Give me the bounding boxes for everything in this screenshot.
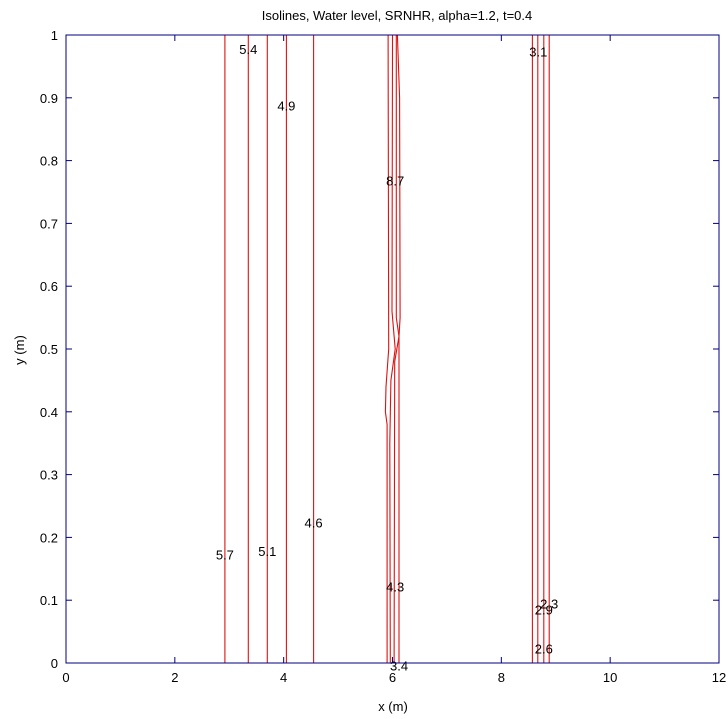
contour-label: 2.3 <box>540 596 558 611</box>
x-tick-label: 10 <box>603 670 617 685</box>
chart-title: Isolines, Water level, SRNHR, alpha=1.2,… <box>262 8 532 23</box>
y-tick-label: 0.9 <box>40 91 58 106</box>
contour-label: 2.6 <box>535 642 553 657</box>
plot-frame <box>65 34 720 664</box>
y-tick-label: 0.8 <box>40 154 58 169</box>
isoline <box>389 34 396 664</box>
y-tick-label: 0.6 <box>40 279 58 294</box>
contour-label: 3.4 <box>390 659 408 674</box>
x-tick-label: 0 <box>62 670 69 685</box>
isoline <box>396 34 401 663</box>
y-axis-label: y (m) <box>12 335 27 365</box>
y-tick-label: 0.7 <box>40 216 58 231</box>
contour-label: 4.3 <box>386 579 404 594</box>
y-tick-label: 0.2 <box>40 530 58 545</box>
x-ticks: 0 2 4 6 8 10 12 <box>62 35 726 685</box>
contour-label: 5.7 <box>216 547 234 562</box>
y-tick-label: 0.1 <box>40 593 58 608</box>
y-tick-label: 0.5 <box>40 342 58 357</box>
contour-label: 4.6 <box>305 515 323 530</box>
isolines <box>224 34 550 664</box>
x-tick-label: 6 <box>389 670 396 685</box>
contour-label: 8.7 <box>386 174 404 189</box>
isoline <box>384 34 390 663</box>
contour-label: 4.9 <box>277 98 295 113</box>
y-ticks: 0 0.1 0.2 0.3 0.4 0.5 0.6 0.7 0.8 0.9 1 <box>40 28 719 671</box>
y-tick-label: 0.3 <box>40 468 58 483</box>
contour-label: 2.9 <box>535 603 553 618</box>
x-tick-label: 2 <box>171 670 178 685</box>
contour-label: 5.4 <box>239 42 257 57</box>
x-tick-label: 4 <box>280 670 287 685</box>
y-tick-label: 1 <box>51 28 58 43</box>
x-axis-label: x (m) <box>378 699 408 714</box>
contour-label: 5.1 <box>258 544 276 559</box>
contour-labels: 5.4 4.9 8.7 3.1 4.6 5.7 5.1 4.3 2.92.3 2.6 3.4 <box>216 42 558 674</box>
y-tick-label: 0 <box>51 656 58 671</box>
contour-label: 3.1 <box>529 44 547 59</box>
x-tick-label: 8 <box>498 670 505 685</box>
x-tick-label: 12 <box>712 670 726 685</box>
y-tick-label: 0.4 <box>40 405 58 420</box>
